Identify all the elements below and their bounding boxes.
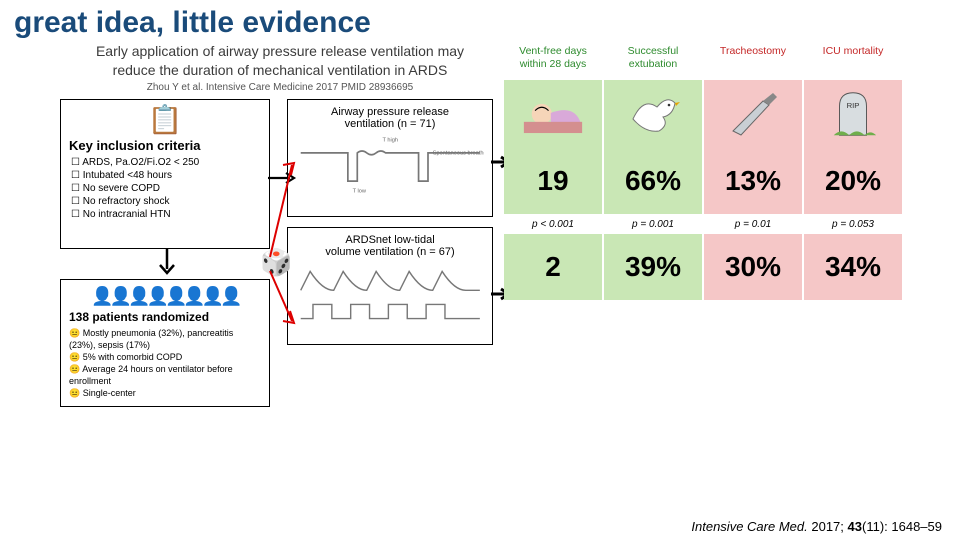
- svg-text:T low: T low: [352, 188, 366, 194]
- study-citation-inline: Zhou Y et al. Intensive Care Medicine 20…: [60, 82, 500, 93]
- inclusion-criteria-title: Key inclusion criteria: [69, 138, 261, 153]
- randomized-title: 138 patients randomized: [69, 310, 261, 324]
- svg-text:RIP: RIP: [847, 101, 860, 110]
- clipboard-icon: 📋: [69, 106, 261, 134]
- slide-title: great idea, little evidence: [0, 0, 960, 42]
- scalpel-icon: [704, 80, 802, 148]
- inclusion-criteria-box: 📋 Key inclusion criteria ARDS, Pa.O2/Fi.…: [60, 99, 270, 249]
- randomized-item: Average 24 hours on ventilator before en…: [69, 363, 261, 387]
- criteria-item: ARDS, Pa.O2/Fi.O2 < 250: [71, 156, 261, 169]
- outcome-ltv-value: 30%: [704, 234, 802, 300]
- outcome-aprv-value: 19: [504, 148, 602, 214]
- randomization-dice: 🎲: [272, 99, 279, 407]
- dove-icon: [604, 80, 702, 148]
- study-title: Early application of airway pressure rel…: [60, 42, 500, 80]
- aprv-waveform-icon: T high Spontaneous breaths T low: [296, 134, 485, 200]
- randomized-item: 5% with comorbid COPD: [69, 351, 261, 363]
- outcome-head: ICU mortality: [804, 42, 902, 80]
- ardsnet-waveform-icon: [296, 262, 485, 328]
- outcome-head: Successful extubation: [604, 42, 702, 80]
- outcomes-panel: Vent-free days within 28 days 19 p < 0.0…: [504, 42, 922, 407]
- infographic-left: Early application of airway pressure rel…: [60, 42, 500, 407]
- outcome-col-extubation: Successful extubation 66% p = 0.001 39%: [604, 42, 702, 407]
- outcome-col-ventfree: Vent-free days within 28 days 19 p < 0.0…: [504, 42, 602, 407]
- outcome-aprv-value: 66%: [604, 148, 702, 214]
- outcome-head: Tracheostomy: [704, 42, 802, 80]
- aprv-arm-box: Airway pressure releaseventilation (n = …: [287, 99, 494, 217]
- people-icon: 👤👤👤👤👤👤👤👤: [69, 286, 261, 307]
- outcome-pvalue: p = 0.001: [604, 214, 702, 234]
- outcome-ltv-value: 34%: [804, 234, 902, 300]
- criteria-item: No intracranial HTN: [71, 208, 261, 221]
- criteria-item: No severe COPD: [71, 182, 261, 195]
- outcome-pvalue: p = 0.053: [804, 214, 902, 234]
- svg-text:Spontaneous breaths: Spontaneous breaths: [432, 151, 484, 157]
- randomized-box: 👤👤👤👤👤👤👤👤 138 patients randomized Mostly …: [60, 279, 270, 407]
- patient-sleep-icon: [504, 80, 602, 148]
- outcome-col-trach: Tracheostomy 13% p = 0.01 30%: [704, 42, 802, 407]
- outcome-aprv-value: 13%: [704, 148, 802, 214]
- arm-to-outcome-arrows: [495, 99, 500, 407]
- outcome-aprv-value: 20%: [804, 148, 902, 214]
- outcome-pvalue: p = 0.01: [704, 214, 802, 234]
- randomized-item: Single-center: [69, 387, 261, 399]
- citation-footer: Intensive Care Med. 2017; 43(11): 1648–5…: [691, 519, 942, 534]
- arrow-criteria-to-random: [155, 249, 179, 284]
- outcome-pvalue: p < 0.001: [504, 214, 602, 234]
- outcome-head: Vent-free days within 28 days: [504, 42, 602, 80]
- ltv-arm-box: ARDSnet low-tidalvolume ventilation (n =…: [287, 227, 494, 345]
- criteria-item: No refractory shock: [71, 195, 261, 208]
- gravestone-icon: RIP: [804, 80, 902, 148]
- outcome-ltv-value: 39%: [604, 234, 702, 300]
- outcome-col-mortality: ICU mortality RIP 20% p = 0.053 34%: [804, 42, 902, 407]
- outcome-ltv-value: 2: [504, 234, 602, 300]
- criteria-item: Intubated <48 hours: [71, 169, 261, 182]
- svg-text:T high: T high: [382, 137, 398, 143]
- randomized-item: Mostly pneumonia (32%), pancreatitis (23…: [69, 327, 261, 351]
